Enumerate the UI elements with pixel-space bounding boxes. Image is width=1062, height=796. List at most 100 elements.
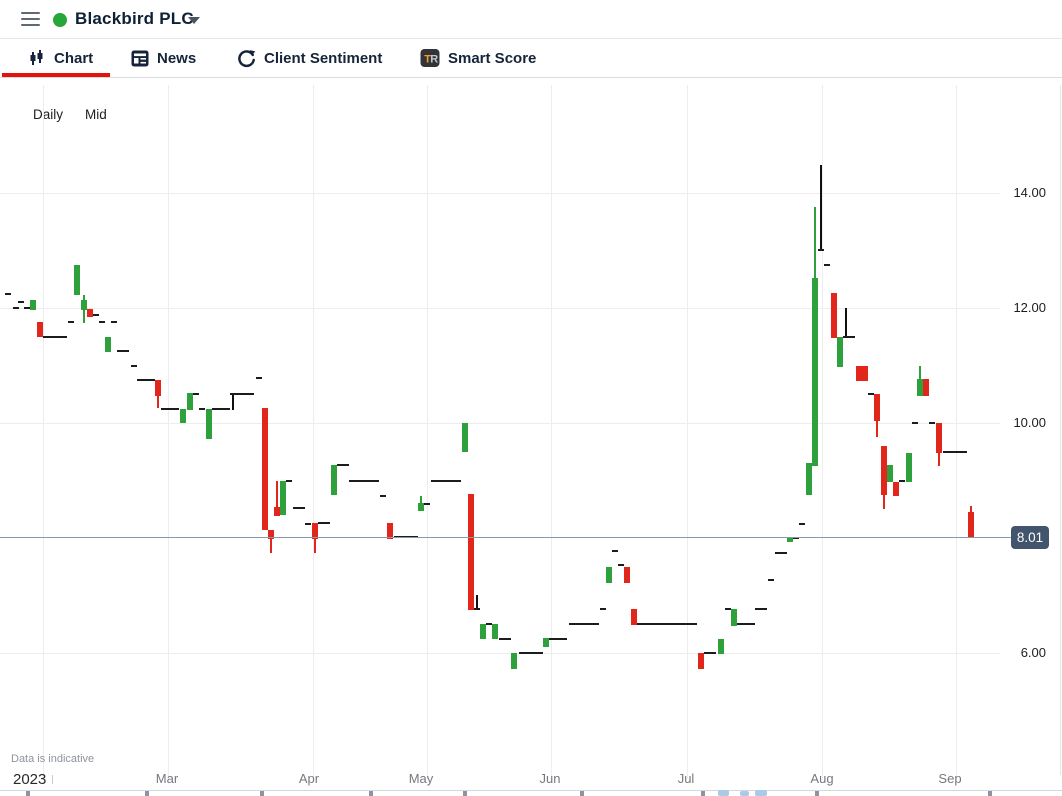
candle-down	[262, 408, 268, 530]
candle-wick	[276, 480, 278, 507]
doji-dash	[587, 623, 593, 626]
doji-dash	[143, 378, 149, 381]
candle-up	[74, 264, 80, 295]
current-price-line	[0, 537, 1013, 538]
x-axis-tick	[145, 791, 149, 796]
doji-dash	[199, 408, 205, 411]
window-right-border	[1060, 85, 1061, 775]
doji-dash	[437, 479, 443, 482]
candle-down	[312, 523, 318, 540]
x-axis-tick	[701, 791, 705, 796]
candle-wick	[938, 452, 940, 467]
candle-down	[155, 380, 161, 396]
data-indicative-note: Data is indicative	[11, 753, 95, 765]
y-gridline	[0, 193, 1000, 194]
candle-down	[874, 394, 880, 422]
doji-dash	[324, 522, 330, 525]
doji-dash	[600, 608, 606, 611]
candle-up	[331, 464, 337, 495]
tab-chart[interactable]: Chart	[28, 39, 93, 77]
candle-wick	[876, 421, 878, 437]
x-gridline	[687, 85, 688, 779]
doji-dash	[575, 623, 581, 626]
candle-up	[418, 502, 424, 511]
chevron-down-icon[interactable]	[188, 17, 200, 24]
candle-up	[837, 336, 843, 368]
doji-dash	[667, 623, 673, 626]
candle-up	[187, 393, 193, 410]
candle-down	[862, 365, 868, 382]
candlestick-icon	[28, 49, 46, 67]
doji-dash	[618, 564, 624, 567]
doji-dash	[99, 320, 105, 323]
doji-dash	[161, 408, 167, 411]
x-axis-tick	[988, 791, 992, 796]
doji-dash	[691, 623, 697, 626]
x-axis-tick	[463, 791, 467, 796]
doji-dash	[843, 335, 849, 338]
x-axis-label: Sep	[938, 771, 962, 786]
doji-dash	[637, 623, 643, 626]
market-open-status-dot	[53, 13, 67, 27]
timeframe-mid-button[interactable]: Mid	[85, 107, 107, 122]
doji-dash	[531, 652, 537, 654]
doji-dash	[849, 335, 855, 338]
doji-dash	[868, 393, 874, 396]
candle-down	[893, 482, 899, 497]
candle-up	[718, 639, 724, 654]
doji-dash	[655, 623, 661, 626]
candle-down	[468, 494, 474, 610]
doji-dash	[13, 307, 19, 309]
doji-dash	[955, 450, 961, 453]
doji-dash	[555, 638, 561, 641]
doji-dash	[343, 463, 349, 466]
doji-dash	[443, 479, 449, 482]
doji-dash	[755, 608, 761, 611]
doji-dash	[131, 365, 137, 368]
partial-icon-fragment	[740, 791, 749, 796]
partial-icon-fragment	[755, 790, 767, 796]
doji-dash	[749, 623, 755, 626]
instrument-title[interactable]: Blackbird PLC	[75, 9, 194, 28]
doji-dash	[149, 378, 155, 381]
x-axis-label: Jun	[539, 771, 561, 786]
candle-down	[936, 423, 942, 453]
candle-down	[87, 309, 93, 318]
doji-dash	[474, 607, 480, 610]
x-gridline	[313, 85, 314, 779]
x-axis-label: Apr	[298, 771, 320, 786]
doji-dash	[710, 652, 716, 654]
y-axis-label: 6.00	[1020, 645, 1046, 660]
doji-dash	[775, 551, 781, 554]
candle-wick	[83, 309, 85, 323]
refresh-icon	[237, 49, 256, 68]
candle-down	[387, 523, 393, 540]
x-gridline	[43, 85, 44, 779]
candle-down	[968, 512, 974, 538]
tab-client-sentiment[interactable]: Client Sentiment	[237, 39, 382, 77]
doji-dash	[793, 537, 799, 539]
svg-text:T: T	[424, 54, 431, 66]
x-gridline	[168, 85, 169, 779]
candle-down	[268, 529, 274, 540]
x-axis-label: Jul	[677, 771, 695, 786]
doji-dash	[661, 623, 667, 626]
x-gridline	[956, 85, 957, 779]
svg-text:R: R	[430, 54, 438, 66]
doji-dash	[499, 638, 505, 641]
doji-dash	[525, 652, 531, 654]
doji-dash	[768, 578, 774, 581]
tab-smart-score[interactable]: T R Smart Score	[420, 39, 536, 77]
tab-news[interactable]: News	[131, 39, 196, 77]
x-axis-label: Aug	[810, 771, 834, 786]
timeframe-daily-button[interactable]: Daily	[33, 107, 64, 122]
doji-dash	[117, 349, 123, 352]
doji-dash	[93, 313, 99, 316]
doji-dash	[519, 652, 525, 654]
candle-down	[274, 506, 280, 517]
doji-dash	[224, 408, 230, 411]
hamburger-menu-icon[interactable]	[21, 12, 40, 26]
doji-dash	[394, 535, 400, 538]
doji-dash	[612, 550, 618, 553]
